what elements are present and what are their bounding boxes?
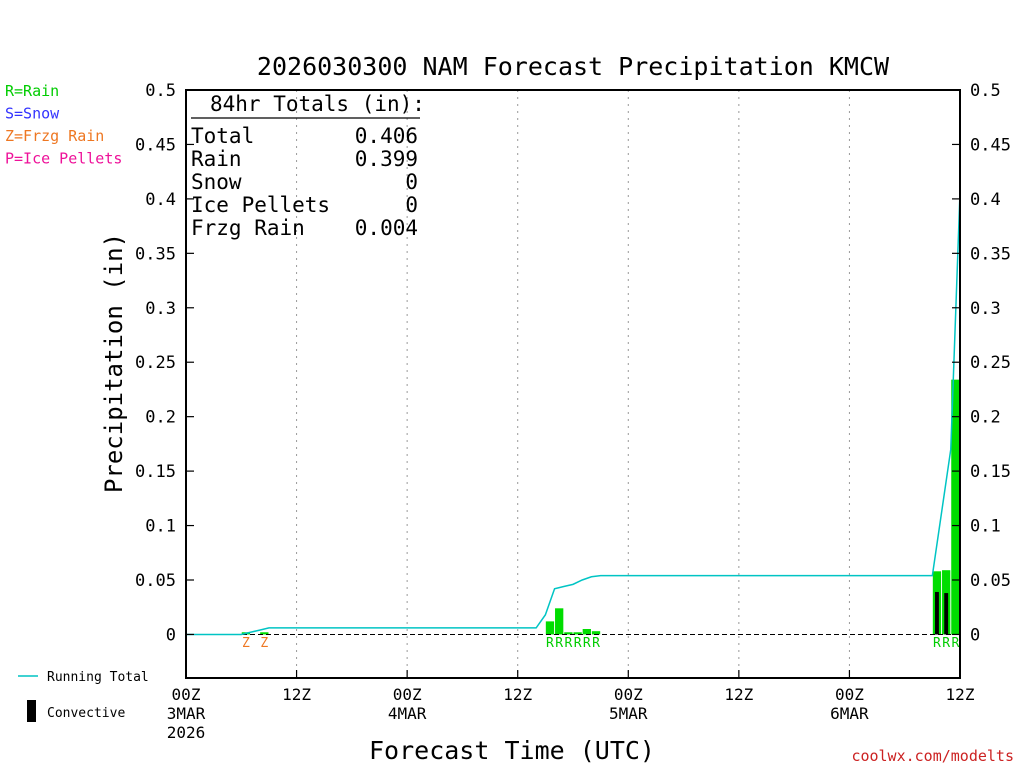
chart-title: 2026030300 NAM Forecast Precipitation KM…: [257, 52, 890, 81]
type-legend-entry: P=Ice Pellets: [5, 150, 122, 168]
precip-bar: [591, 631, 601, 635]
y-tick-label-right: 0.35: [970, 244, 1011, 264]
precip-type-marker: Z: [242, 636, 250, 651]
x-tick-label: 00Z: [835, 685, 864, 704]
y-tick-label-right: 0.3: [970, 299, 1001, 319]
totals-row-label: Rain: [191, 147, 242, 171]
y-tick-label-right: 0.1: [970, 517, 1001, 537]
precip-type-marker: R: [933, 636, 941, 651]
x-tick-label: 12Z: [282, 685, 311, 704]
convective-bar: [944, 593, 949, 635]
precip-type-legend: R=Rain S=Snow Z=Frzg Rain P=Ice Pellets: [5, 82, 122, 168]
y-tick-label-left: 0.05: [135, 571, 176, 591]
bottom-legend: Running Total Convective: [18, 670, 149, 722]
running-total-line: [186, 192, 961, 636]
totals-row-label: Ice Pellets: [191, 193, 330, 217]
totals-row-label: Total: [191, 124, 254, 148]
x-tick-label: 00Z: [393, 685, 422, 704]
precip-type-marker: R: [564, 636, 572, 651]
plot-frame: [185, 89, 961, 679]
x-tick-year-label: 2026: [167, 723, 206, 742]
y-tick-label-left: 0.5: [145, 81, 176, 101]
y-axis-label: Precipitation (in): [100, 233, 128, 493]
x-tick-date-label: 3MAR: [167, 704, 206, 723]
y-tick-label-left: 0.15: [135, 462, 176, 482]
type-legend-entry: S=Snow: [5, 105, 60, 123]
totals-header: 84hr Totals (in):: [210, 92, 425, 116]
convective-swatch: [27, 700, 36, 722]
x-tick-label: 00Z: [172, 685, 201, 704]
x-axis-label: Forecast Time (UTC): [369, 736, 655, 765]
x-tick-date-label: 6MAR: [830, 704, 869, 723]
precip-type-marker: R: [583, 636, 591, 651]
y-tick-label-left: 0.2: [145, 408, 176, 428]
type-legend-entry: R=Rain: [5, 82, 59, 100]
x-tick-date-label: 5MAR: [609, 704, 648, 723]
totals-rows: Total 0.406 Rain 0.399 Snow 0 Ice Pellets 0 Frzg…: [191, 124, 418, 240]
grid-lines: [296, 90, 850, 678]
x-tick-label: 12Z: [946, 685, 975, 704]
y-tick-label-right: 0.2: [970, 408, 1001, 428]
y-tick-label-right: 0.25: [970, 353, 1011, 373]
precip-type-marker: Z: [260, 636, 268, 651]
credit-text: coolwx.com/modelts: [851, 747, 1014, 765]
totals-row-value: 0: [405, 170, 418, 194]
bottom-legend-label: Running Total: [47, 670, 149, 685]
x-tick-date-label: 4MAR: [388, 704, 427, 723]
y-axis-ticks: 0 00.05 0.050.1 0.10.15 0.150.2 0.20.25 0.250.…: [135, 81, 1011, 645]
precip-type-marker: R: [942, 636, 950, 651]
totals-row-value: 0.406: [355, 124, 418, 148]
precip-bar: [260, 632, 269, 635]
y-tick-label-left: 0: [166, 625, 176, 645]
totals-row-label: Frzg Rain: [191, 216, 305, 240]
precip-type-marker: R: [574, 636, 582, 651]
precip-bar: [582, 629, 591, 635]
precip-bar: [545, 621, 555, 635]
y-tick-label-right: 0.5: [970, 81, 1001, 101]
precip-bar: [951, 379, 960, 635]
precip-bar: [573, 632, 582, 635]
y-tick-label-right: 0.45: [970, 135, 1011, 155]
totals-row-value: 0.004: [355, 216, 418, 240]
precip-type-marker: R: [555, 636, 563, 651]
convective-bar: [935, 591, 939, 635]
totals-row-value: 0.399: [355, 147, 418, 171]
y-tick-label-left: 0.3: [145, 299, 176, 319]
bar-layer: [241, 379, 960, 635]
bottom-legend-label: Convective: [47, 706, 125, 721]
totals-box: 84hr Totals (in): Total 0.406 Rain 0.399 Sno…: [191, 92, 425, 240]
totals-row-value: 0: [405, 193, 418, 217]
y-tick-label-right: 0.05: [970, 571, 1011, 591]
y-tick-label-left: 0.1: [145, 517, 176, 537]
precip-bar: [555, 608, 564, 635]
y-tick-label-right: 0: [970, 625, 980, 645]
y-tick-label-left: 0.45: [135, 135, 176, 155]
y-tick-label-right: 0.4: [970, 190, 1001, 210]
totals-row-label: Snow: [191, 170, 242, 194]
y-tick-label-left: 0.35: [135, 244, 176, 264]
x-tick-label: 00Z: [614, 685, 643, 704]
precip-type-marker: R: [546, 636, 554, 651]
y-tick-label-left: 0.25: [135, 353, 176, 373]
y-tick-label-right: 0.15: [970, 462, 1011, 482]
x-tick-label: 12Z: [724, 685, 753, 704]
y-tick-label-left: 0.4: [145, 190, 176, 210]
precip-type-marker: R: [592, 636, 600, 651]
x-tick-label: 12Z: [503, 685, 532, 704]
type-legend-entry: Z=Frzg Rain: [5, 127, 104, 145]
precip-type-marker: R: [951, 636, 959, 651]
precip-bar: [564, 632, 573, 635]
